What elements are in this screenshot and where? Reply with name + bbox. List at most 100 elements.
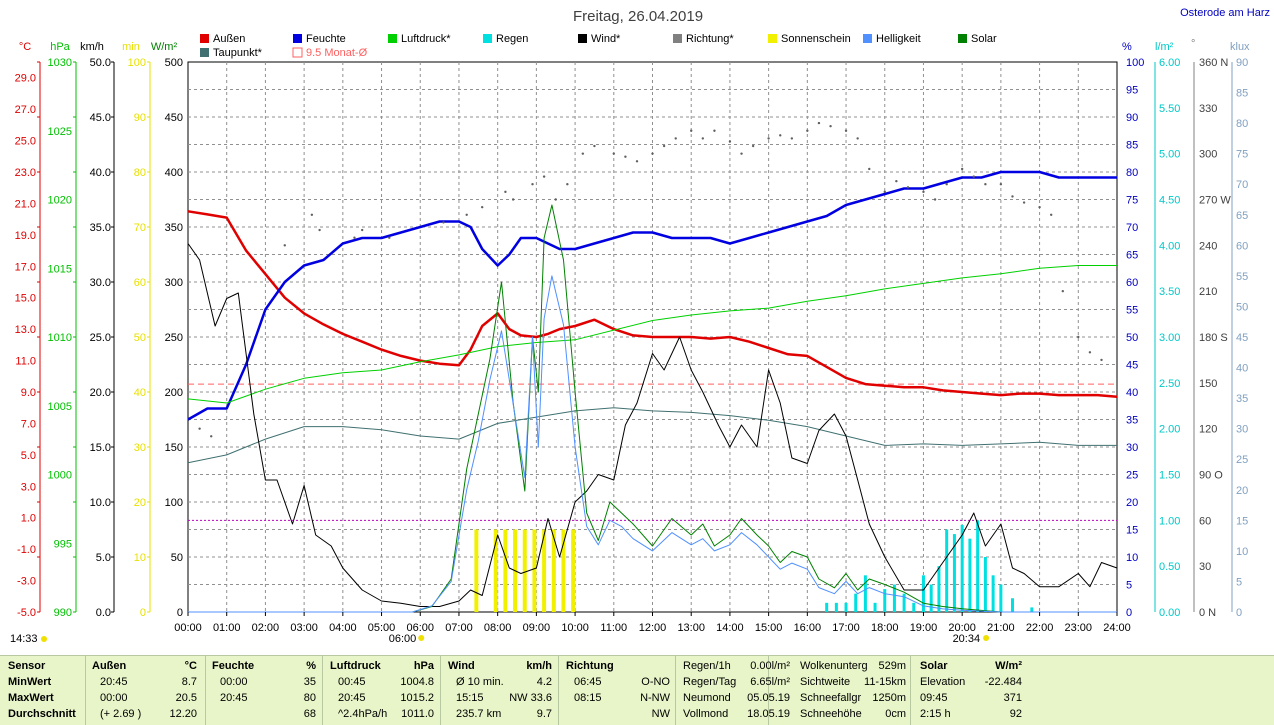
misc-value: 05.05.19 bbox=[747, 692, 790, 704]
tick-humidity: 5 bbox=[1126, 580, 1132, 592]
tick-solar: 0 bbox=[177, 607, 183, 619]
tick-light: 15 bbox=[1236, 515, 1248, 527]
richtung-time: 08:15 bbox=[574, 692, 602, 704]
aussen-value: 20.5 bbox=[175, 692, 197, 704]
x-tick-label: 04:00 bbox=[329, 622, 357, 634]
tick-wind: 35.0 bbox=[90, 222, 111, 234]
tick-temp: 3.0 bbox=[21, 481, 36, 493]
tick-humidity: 40 bbox=[1126, 387, 1138, 399]
tick-pressure: 1010 bbox=[48, 332, 72, 344]
rain-bar bbox=[854, 593, 858, 612]
direction-point bbox=[1061, 289, 1065, 293]
sunrise-icon bbox=[418, 635, 425, 641]
x-tick-label: 14:00 bbox=[716, 622, 744, 634]
tick-rain: 3.00 bbox=[1159, 332, 1180, 344]
direction-point bbox=[906, 186, 910, 189]
tick-pressure: 1030 bbox=[48, 57, 72, 69]
x-tick-label: 22:00 bbox=[1026, 622, 1054, 634]
direction-point bbox=[504, 190, 507, 194]
tick-light: 50 bbox=[1236, 301, 1248, 313]
series-line bbox=[187, 243, 1118, 607]
tick-temp: 23.0 bbox=[15, 167, 36, 179]
direction-point bbox=[713, 129, 716, 132]
direction-point bbox=[1011, 195, 1014, 198]
tick-rain: 4.50 bbox=[1159, 195, 1180, 207]
direction-point bbox=[1100, 358, 1103, 362]
sensor-row-label: MinWert bbox=[8, 676, 52, 688]
tick-sun: 90 bbox=[134, 112, 146, 124]
x-tick-label: 18:00 bbox=[871, 622, 899, 634]
tick-humidity: 45 bbox=[1126, 360, 1138, 372]
direction-point bbox=[1049, 213, 1053, 216]
direction-point bbox=[984, 183, 987, 186]
series-line bbox=[188, 204, 1117, 613]
tick-light: 90 bbox=[1236, 57, 1248, 69]
tick-sun: 70 bbox=[134, 222, 146, 234]
feuchte-value: 80 bbox=[303, 692, 316, 704]
tick-sun: 80 bbox=[134, 167, 146, 179]
legend-label: Richtung* bbox=[686, 33, 734, 45]
tick-temp: 27.0 bbox=[15, 104, 36, 116]
direction-point bbox=[751, 144, 755, 148]
tick-light: 55 bbox=[1236, 271, 1248, 283]
sunshine-bar bbox=[542, 529, 547, 612]
tick-temp: 1.0 bbox=[21, 513, 36, 525]
direction-point bbox=[593, 144, 596, 148]
direction-point bbox=[740, 152, 743, 155]
tick-light: 30 bbox=[1236, 424, 1248, 436]
rain-bar bbox=[844, 602, 848, 612]
luftdruck-unit: hPa bbox=[413, 660, 434, 672]
tick-temp: -3.0 bbox=[17, 576, 36, 588]
rain-bar bbox=[912, 602, 916, 612]
tick-direction: 0 N bbox=[1199, 607, 1216, 619]
tick-humidity: 65 bbox=[1126, 250, 1138, 262]
direction-point bbox=[388, 236, 391, 239]
solar-label: 09:45 bbox=[920, 692, 948, 704]
direction-point bbox=[360, 228, 364, 232]
tick-solar: 100 bbox=[165, 497, 183, 509]
tick-rain: 2.00 bbox=[1159, 424, 1180, 436]
feuchte-value: 68 bbox=[303, 708, 316, 720]
tick-pressure: 995 bbox=[54, 538, 72, 550]
feuchte-time: 00:00 bbox=[220, 676, 248, 688]
tick-direction: 300 bbox=[1199, 149, 1217, 161]
direction-point bbox=[554, 198, 557, 201]
rain-bar bbox=[863, 575, 867, 612]
tick-solar: 350 bbox=[165, 222, 183, 234]
misc2-label: Schneehöhe bbox=[800, 708, 862, 720]
stats-panel: Sensor MinWert MaxWert Durchschnitt Außen °C 2… bbox=[0, 655, 1274, 725]
feuchte-value: 35 bbox=[303, 676, 316, 688]
tick-direction: 30 bbox=[1199, 561, 1211, 573]
tick-sun: 0 bbox=[140, 607, 146, 619]
rain-bar bbox=[960, 524, 964, 612]
sunrise-label: 06:00 bbox=[389, 633, 417, 645]
direction-point bbox=[829, 124, 832, 128]
wind-value: 4.2 bbox=[536, 676, 552, 688]
sunshine-bar bbox=[474, 529, 479, 612]
tick-humidity: 30 bbox=[1126, 442, 1138, 454]
tick-direction: 180 S bbox=[1199, 332, 1228, 344]
solar-unit: W/m² bbox=[995, 660, 1022, 672]
panel-separator bbox=[768, 656, 769, 725]
tick-rain: 5.00 bbox=[1159, 149, 1180, 161]
tick-direction: 120 bbox=[1199, 424, 1217, 436]
tick-rain: 1.50 bbox=[1159, 470, 1180, 482]
axis-unit-sun: min bbox=[122, 41, 140, 53]
direction-point bbox=[283, 244, 286, 247]
tick-temp: 5.0 bbox=[21, 450, 36, 462]
legend: Außen Feuchte Luftdruck* Regen Wind* Richtung… bbox=[200, 33, 997, 59]
location-label: Osterode am Harz bbox=[1180, 7, 1270, 19]
direction-point bbox=[817, 121, 821, 125]
x-tick-label: 23:00 bbox=[1065, 622, 1093, 634]
x-tick-label: 11:00 bbox=[600, 622, 627, 634]
x-axis: 00:00 01:00 02:00 03:00 04:00 05:00 06:00 07:00… bbox=[174, 612, 1131, 634]
misc-label: Vollmond bbox=[683, 708, 729, 720]
tick-humidity: 70 bbox=[1126, 222, 1138, 234]
tick-sun: 100 bbox=[128, 57, 146, 69]
tick-light: 5 bbox=[1236, 576, 1242, 588]
tick-direction: 360 N bbox=[1199, 57, 1228, 69]
tick-light: 20 bbox=[1236, 485, 1248, 497]
tick-humidity: 20 bbox=[1126, 497, 1138, 509]
rain-bar bbox=[945, 529, 949, 612]
tick-sun: 20 bbox=[134, 497, 146, 509]
